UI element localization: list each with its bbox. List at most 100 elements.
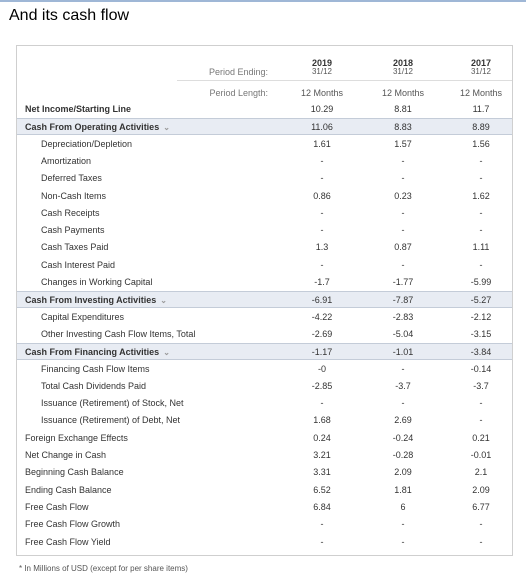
value-cell: -	[479, 415, 483, 426]
row-label-text: Changes in Working Capital	[41, 277, 153, 287]
row-label-text: Cash From Operating Activities	[25, 122, 160, 133]
table-row: Capital Expenditures -4.22 -2.83 -2.12	[17, 309, 512, 326]
row-label-text: Cash From Investing Activities	[25, 295, 157, 306]
row-label: Changes in Working Capital	[41, 277, 152, 287]
value-cell: -	[479, 536, 483, 547]
value-cell: -5.04	[392, 328, 414, 339]
row-label: Financing Cash Flow Items	[41, 364, 150, 374]
table-row: Cash Receipts - - -	[17, 205, 512, 222]
section-row[interactable]: Cash From Financing Activities ⌄ -1.17 -1.0…	[17, 343, 512, 361]
row-label: Total Cash Dividends Paid	[41, 381, 146, 391]
section-row[interactable]: Cash From Operating Activities ⌄ 11.06 8.83…	[17, 118, 512, 136]
table-row: Changes in Working Capital -1.7 -1.77 -5.99	[17, 274, 512, 291]
table-row: Total Cash Dividends Paid -2.85 -3.7 -3.7	[17, 378, 512, 395]
row-label: Depreciation/Depletion	[41, 139, 132, 149]
column-year-2017: 2017	[470, 58, 492, 68]
table-row: Depreciation/Depletion 1.61 1.57 1.56	[17, 136, 512, 153]
row-label-text: Depreciation/Depletion	[41, 138, 133, 149]
value-cell: 0.86	[313, 190, 331, 201]
value-cell: -	[479, 207, 483, 218]
value-cell: 2.1	[474, 467, 488, 478]
table-row: Free Cash Flow Growth - - -	[17, 516, 512, 533]
value-cell: 1.81	[394, 484, 412, 495]
value-cell: -0.24	[392, 432, 414, 443]
row-label: Capital Expenditures	[41, 312, 124, 322]
value-cell: -	[479, 225, 483, 236]
value-cell: 10.29	[310, 104, 334, 114]
chevron-down-icon[interactable]: ⌄	[160, 296, 167, 306]
value-cell: -	[320, 225, 324, 236]
table-row: Cash Interest Paid - - -	[17, 257, 512, 274]
row-label-text: Total Cash Dividends Paid	[41, 380, 147, 391]
value-cell: -0	[317, 363, 326, 374]
top-border	[0, 0, 526, 2]
column-year-2018: 2018	[392, 58, 414, 68]
table-row: Issuance (Retirement) of Debt, Net 1.68 2.…	[17, 412, 512, 429]
value-cell: 8.83	[394, 122, 412, 133]
table-row: Financing Cash Flow Items -0 - -0.14	[17, 361, 512, 378]
value-cell: -3.7	[395, 380, 411, 391]
row-label-text: Free Cash Flow	[25, 501, 89, 512]
table-row: Non-Cash Items 0.86 0.23 1.62	[17, 188, 512, 205]
row-label: Issuance (Retirement) of Stock, Net	[41, 398, 184, 408]
value-cell: -	[479, 519, 483, 530]
section-row[interactable]: Cash From Investing Activities ⌄ -6.91 -7.8…	[17, 291, 512, 309]
value-cell: -	[401, 398, 405, 409]
value-cell: 3.21	[313, 450, 331, 460]
value-cell: -	[320, 519, 324, 530]
value-cell: -3.7	[473, 380, 489, 391]
value-cell: 2.69	[394, 415, 412, 426]
value-cell: 1.62	[472, 190, 490, 201]
row-label: Cash From Investing Activities ⌄	[25, 295, 167, 305]
value-cell: -1.17	[311, 347, 333, 358]
row-label-text: Cash From Financing Activities	[25, 347, 160, 358]
value-cell: -1.77	[392, 277, 414, 287]
value-cell: -0.28	[392, 450, 414, 460]
value-cell: 8.81	[394, 104, 412, 114]
value-cell: -2.12	[470, 311, 492, 322]
table-row: Free Cash Flow Yield - - -	[17, 534, 512, 551]
value-cell: 3.31	[313, 467, 331, 478]
value-cell: -	[479, 259, 483, 270]
value-cell: -7.87	[392, 295, 414, 306]
value-cell: -	[320, 398, 324, 409]
value-cell: -3.84	[470, 347, 492, 358]
value-cell: 1.61	[313, 138, 331, 149]
column-length-2017: 12 Months	[459, 88, 503, 98]
column-length-2018: 12 Months	[381, 88, 425, 98]
row-label-text: Capital Expenditures	[41, 311, 125, 322]
value-cell: -	[401, 173, 405, 184]
row-label: Foreign Exchange Effects	[25, 433, 128, 443]
value-cell: 11.7	[472, 104, 490, 114]
row-label: Issuance (Retirement) of Debt, Net	[41, 415, 180, 425]
value-cell: -2.85	[311, 380, 333, 391]
column-end-2018: 31/12	[392, 67, 414, 76]
value-cell: -2.69	[311, 328, 333, 339]
row-label-text: Cash Receipts	[41, 207, 100, 218]
row-label-text: Amortization	[41, 155, 92, 166]
table-row: Beginning Cash Balance 3.31 2.09 2.1	[17, 464, 512, 481]
value-cell: 6.77	[472, 501, 490, 512]
table-row: Cash Taxes Paid 1.3 0.87 1.11	[17, 239, 512, 256]
value-cell: -	[401, 536, 405, 547]
row-label: Free Cash Flow	[25, 502, 89, 512]
value-cell: -2.83	[392, 311, 414, 322]
chevron-down-icon[interactable]: ⌄	[163, 348, 170, 358]
footnote: * In Millions of USD (except for per sha…	[19, 564, 188, 573]
table-row: Net Change in Cash 3.21 -0.28 -0.01	[17, 447, 512, 464]
value-cell: 2.09	[394, 467, 412, 478]
value-cell: -	[320, 173, 324, 184]
value-cell: -	[479, 155, 483, 166]
value-cell: -	[479, 398, 483, 409]
value-cell: -4.22	[311, 311, 333, 322]
row-label: Free Cash Flow Growth	[25, 519, 120, 529]
table-header: Period Ending: Period Length: 2019 31/12…	[17, 46, 512, 102]
period-ending-label: Period Ending:	[208, 67, 268, 77]
column-end-2019: 31/12	[311, 67, 333, 76]
chevron-down-icon[interactable]: ⌄	[163, 123, 170, 133]
row-label: Non-Cash Items	[41, 191, 106, 201]
row-label: Net Income/Starting Line	[25, 104, 131, 114]
table-row: Amortization - - -	[17, 153, 512, 170]
value-cell: -5.27	[470, 295, 492, 306]
value-cell: -5.99	[470, 277, 492, 287]
